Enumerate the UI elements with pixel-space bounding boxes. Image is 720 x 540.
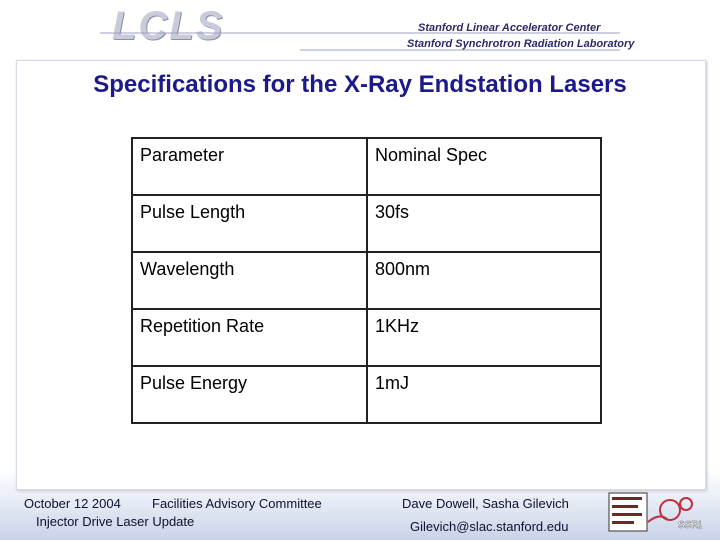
lab-name: Stanford Synchrotron Radiation Laborator…	[407, 38, 635, 50]
table-header: Parameter Nominal Spec	[131, 137, 602, 196]
table-row: Wavelength 800nm	[131, 251, 602, 310]
cell: Pulse Length	[131, 194, 368, 253]
cell: 1mJ	[366, 365, 602, 424]
ssrl-logo: SSRL	[608, 492, 702, 532]
table-row: Repetition Rate 1KHz	[131, 308, 602, 367]
badge-text: SSRL	[678, 520, 702, 531]
footer-event: Facilities Advisory Committee	[152, 496, 322, 511]
cell: 1KHz	[366, 308, 602, 367]
cell: 30fs	[366, 194, 602, 253]
cell: Pulse Energy	[131, 365, 368, 424]
table-row: Pulse Energy 1mJ	[131, 365, 602, 424]
footer-authors: Dave Dowell, Sasha Gilevich	[402, 496, 569, 511]
lab-name: Stanford Linear Accelerator Center	[418, 22, 601, 34]
logo: LCLS	[112, 4, 225, 48]
cell: Wavelength	[131, 251, 368, 310]
footer-subject: Injector Drive Laser Update	[36, 514, 195, 529]
header-cell: Parameter	[131, 137, 368, 196]
footer-date: October 12 2004	[24, 496, 121, 511]
footer-email: Gilevich@slac.stanford.edu	[410, 519, 569, 534]
slide-title: Specifications for the X-Ray Endstation …	[93, 71, 627, 98]
cell: Repetition Rate	[131, 308, 368, 367]
cell: 800nm	[366, 251, 602, 310]
table-row: Pulse Length 30fs	[131, 194, 602, 253]
header-cell: Nominal Spec	[366, 137, 602, 196]
header-lines	[100, 32, 620, 51]
spec-table: Parameter Nominal Spec Pulse Length 30fs …	[131, 137, 602, 424]
